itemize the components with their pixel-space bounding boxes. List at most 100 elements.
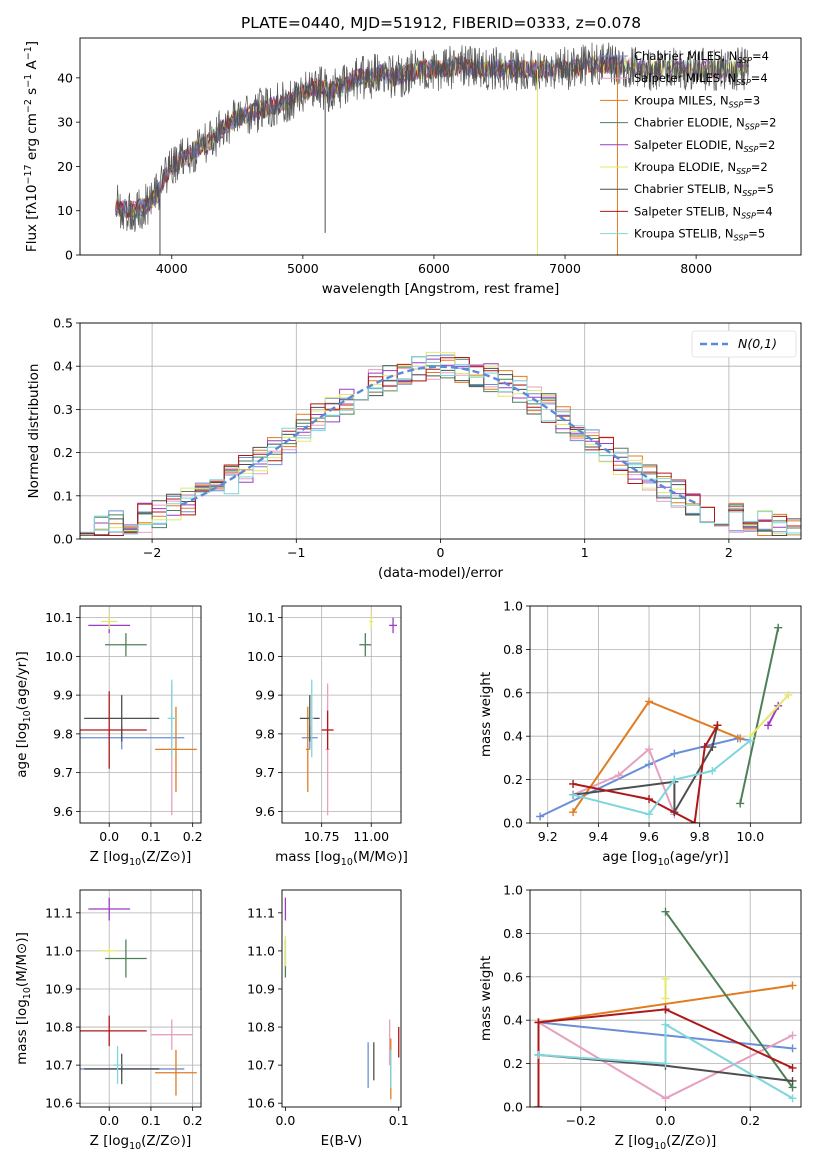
series-marker — [788, 1076, 797, 1085]
legend-entry: N(0,1) — [738, 336, 777, 351]
x-tick-label: 6000 — [418, 261, 450, 276]
y-tick-label: 0.2 — [503, 1056, 523, 1071]
y-tick-label: 10 — [57, 203, 73, 218]
figure-title: PLATE=0440, MJD=51912, FIBERID=0333, z=0… — [241, 14, 641, 32]
x-tick-label: 0.1 — [389, 1113, 409, 1128]
series-marker — [661, 1005, 670, 1014]
normal-curve — [180, 365, 701, 506]
series-marker — [569, 790, 578, 799]
x-axis-label: Z [log10(Z/Z⊙)] — [90, 849, 192, 868]
plot-area — [534, 907, 797, 1107]
series-line — [539, 737, 751, 818]
x-tick-label: 8000 — [680, 261, 712, 276]
legend-entry: Salpeter STELIB, NSSP=4 — [634, 204, 773, 220]
x-axis-label: E(B-V) — [321, 1133, 363, 1149]
x-tick-label: 0.2 — [740, 1113, 760, 1128]
x-tick-label: 10.75 — [304, 829, 340, 844]
series-marker — [746, 736, 755, 745]
series-marker — [670, 749, 679, 758]
series-marker — [536, 812, 545, 821]
y-tick-label: 9.9 — [255, 688, 275, 703]
series-marker — [534, 1050, 543, 1059]
y-tick-label: 9.7 — [255, 765, 275, 780]
series-marker — [700, 743, 709, 752]
x-tick-label: −0.2 — [566, 1113, 596, 1128]
series-marker — [661, 1094, 670, 1103]
y-tick-label: 9.6 — [255, 804, 275, 819]
series-marker — [661, 1020, 670, 1029]
series-marker — [534, 1103, 543, 1107]
x-tick-label: 4000 — [156, 261, 188, 276]
axes-frame — [529, 889, 802, 1108]
y-tick-label: 0.4 — [53, 359, 73, 374]
y-tick-label: 11.0 — [45, 943, 73, 958]
y-tick-label: 10.7 — [247, 1058, 275, 1073]
x-tick-label: 0.0 — [99, 1113, 119, 1128]
series-marker — [614, 771, 623, 780]
chart-spectrum: 4000 5000 6000 7000 8000 0 10 20 30 40 Chabrier MI… — [23, 37, 802, 297]
series-line — [538, 1022, 794, 1100]
y-tick-label: 0.6 — [503, 969, 523, 984]
histogram-step — [80, 356, 801, 539]
y-tick-label: 10.1 — [45, 610, 73, 625]
y-tick-label: 0.5 — [53, 316, 73, 331]
y-tick-label: 10.6 — [45, 1096, 73, 1111]
x-tick-label: 0.0 — [275, 1113, 295, 1128]
x-tick-label: 11.00 — [353, 829, 389, 844]
y-tick-label: 9.7 — [53, 765, 73, 780]
y-tick-label: 10.6 — [247, 1096, 275, 1111]
axes-frame — [79, 889, 202, 1108]
x-tick-label: 9.8 — [690, 829, 710, 844]
legend-box — [691, 330, 797, 358]
y-tick-label: 11.1 — [247, 905, 275, 920]
axes-frame — [281, 889, 402, 1108]
x-tick-label: 0.0 — [99, 829, 119, 844]
legend-entry: Chabrier MILES, NSSP=4 — [634, 49, 769, 65]
y-tick-label: 0.3 — [53, 402, 73, 417]
x-tick-label: 0 — [437, 545, 445, 560]
series-marker — [661, 907, 670, 916]
plot-area — [115, 42, 749, 255]
series-marker — [788, 1031, 797, 1040]
y-tick-label: 0 — [65, 248, 73, 263]
x-tick-label: 0.2 — [183, 1113, 203, 1128]
chart-age-vs-mass: 10.75 11.00 9.6 9.7 9.8 9.9 10.0 10.1 mass [log1… — [247, 605, 408, 868]
y-axis-label: Flux [fλ10−17 erg cm−2 s−1 A−1] — [23, 41, 40, 252]
axes-frame — [79, 605, 202, 824]
x-axis-label: (data-model)/error — [378, 565, 504, 581]
legend-entry: Chabrier STELIB, NSSP=5 — [634, 182, 774, 198]
series-marker — [661, 1059, 670, 1068]
series-line — [538, 984, 793, 1024]
x-axis-label: age [log10(age/yr)] — [602, 849, 728, 868]
axes-frame — [79, 322, 802, 540]
y-tick-label: 9.8 — [53, 726, 73, 741]
plot-area — [80, 897, 197, 1096]
legend-entry: Kroupa STELIB, NSSP=5 — [634, 227, 765, 243]
chart-weight-vs-age: 9.2 9.4 9.6 9.8 10.0 0.0 0.2 0.4 0.6 0.8 1.0 age [l… — [478, 599, 802, 868]
x-tick-label: 0.1 — [141, 829, 161, 844]
series-marker — [645, 745, 654, 754]
chart-mass-vs-ebv: 0.0 0.1 10.6 10.7 10.8 10.9 11.0 11.1 E(B-V) — [247, 889, 409, 1149]
x-tick-label: 10.0 — [736, 829, 764, 844]
y-tick-label: 0.4 — [503, 1013, 523, 1028]
y-axis-label: Normed distribution — [26, 364, 42, 499]
y-axis-label: mass [log10(M/M⊙)] — [14, 932, 33, 1065]
x-tick-label: 5000 — [287, 261, 319, 276]
chart-age-vs-Z: 0.0 0.1 0.2 9.6 9.7 9.8 9.9 10.0 10.1 Z [log10(Z/… — [14, 605, 203, 868]
series-marker — [736, 799, 745, 808]
y-tick-label: 0.0 — [53, 532, 73, 547]
x-tick-label: 0.1 — [141, 1113, 161, 1128]
series-marker — [788, 981, 797, 990]
series-line — [537, 1008, 793, 1107]
series-marker — [788, 1063, 797, 1072]
series-marker — [708, 743, 717, 752]
y-tick-label: 0.8 — [503, 926, 523, 941]
chart-weight-vs-Z: −0.2 0.0 0.2 0.0 0.2 0.4 0.6 0.8 1.0 Z [log10(Z/Z… — [478, 883, 802, 1152]
y-tick-label: 20 — [57, 159, 73, 174]
series-marker — [764, 721, 773, 730]
y-tick-label: 0.4 — [503, 729, 523, 744]
plot-area — [80, 351, 801, 539]
series-marker — [661, 974, 670, 983]
y-tick-label: 10.8 — [247, 1020, 275, 1035]
